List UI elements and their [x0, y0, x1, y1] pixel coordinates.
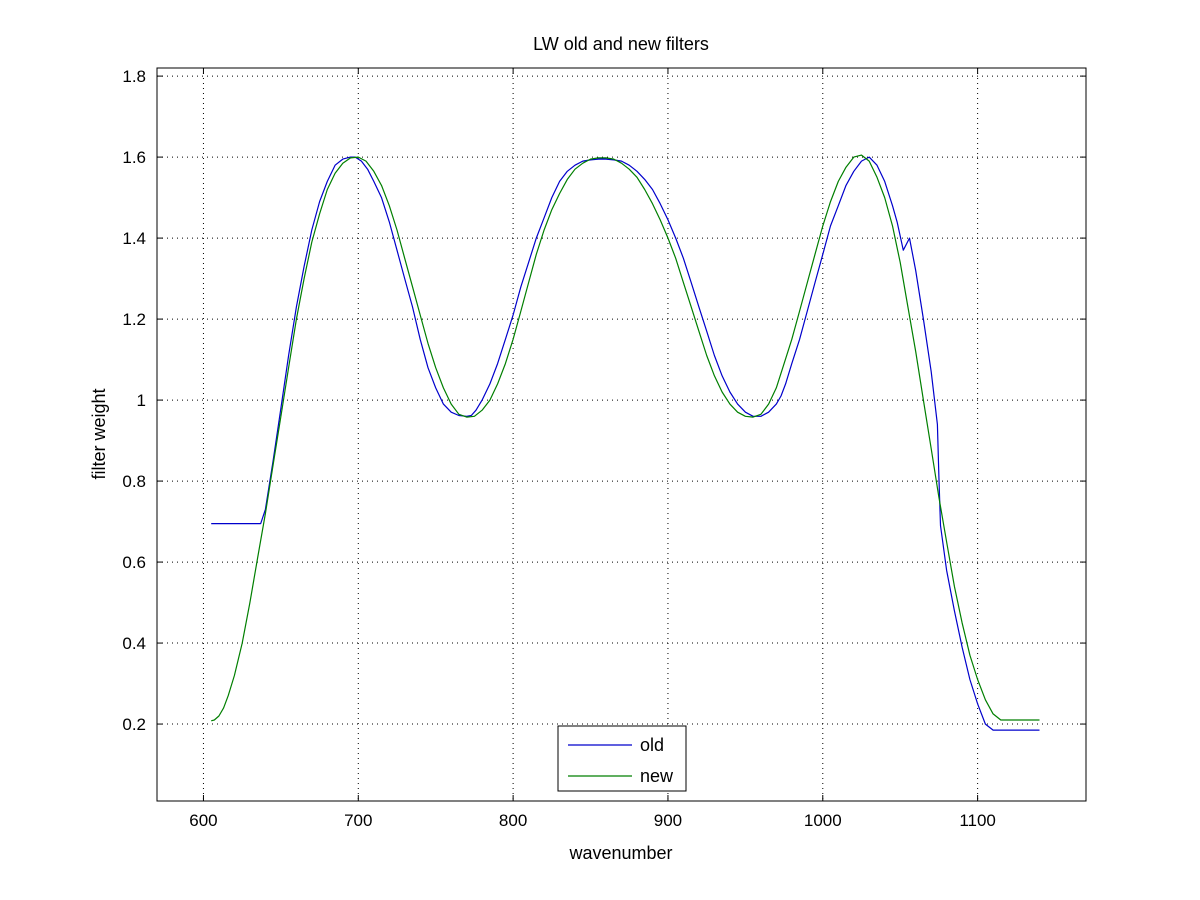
axis-ticks [157, 68, 1086, 801]
tick-labels: 600 700 800 900 1000 1100 0.2 0.4 0.6 0.8 1 1.2 1.4 1… [122, 67, 996, 830]
x-axis-label: wavenumber [568, 843, 672, 863]
series-line-new [211, 154, 1040, 722]
y-tick-label: 0.8 [122, 472, 146, 491]
y-tick-label: 1.4 [122, 229, 146, 248]
y-tick-label: 1.6 [122, 148, 146, 167]
y-tick-label: 0.2 [122, 715, 146, 734]
legend-box [557, 725, 687, 792]
y-tick-label: 0.4 [122, 634, 146, 653]
series-layer [211, 154, 1040, 731]
series-line-old [211, 156, 1040, 731]
x-tick-label: 1000 [804, 811, 842, 830]
y-tick-label: 1.8 [122, 67, 146, 86]
y-tick-label: 1.2 [122, 310, 146, 329]
chart-title: LW old and new filters [533, 34, 709, 54]
axes-frame [156, 67, 1087, 802]
y-tick-label: 0.6 [122, 553, 146, 572]
y-tick-label: 1 [137, 391, 146, 410]
legend-label-old: old [640, 735, 664, 755]
x-tick-label: 900 [654, 811, 682, 830]
x-tick-label: 800 [499, 811, 527, 830]
x-tick-label: 700 [344, 811, 372, 830]
y-axis-label: filter weight [89, 388, 109, 479]
legend-label-new: new [640, 766, 674, 786]
legend: old new [557, 725, 687, 792]
x-tick-label: 600 [189, 811, 217, 830]
plot-area [157, 68, 1086, 801]
x-tick-label: 1100 [959, 811, 996, 830]
